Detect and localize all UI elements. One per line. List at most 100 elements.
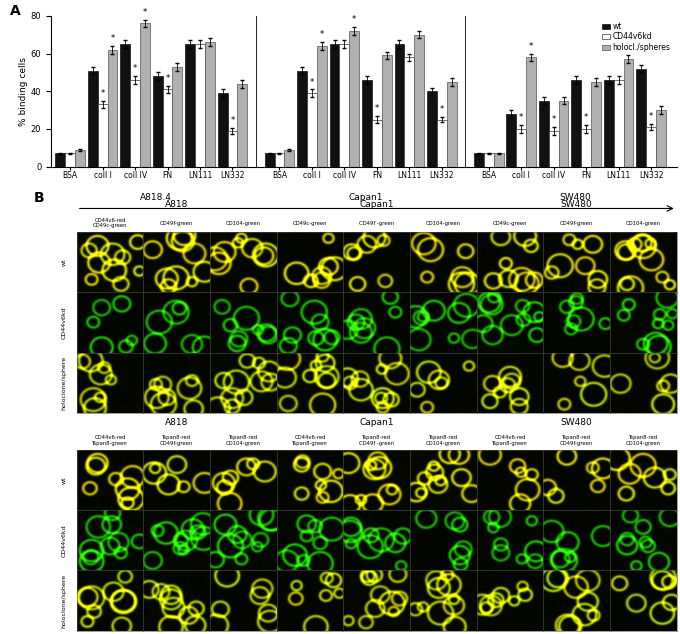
Bar bbox=[646, 127, 656, 167]
Text: *: * bbox=[352, 15, 356, 24]
Text: holoclone/sphere: holoclone/sphere bbox=[61, 574, 67, 628]
Bar bbox=[507, 114, 516, 167]
Text: *: * bbox=[584, 113, 588, 122]
Text: Tspan8-red
CD49f -green: Tspan8-red CD49f -green bbox=[359, 436, 394, 446]
Bar bbox=[558, 101, 568, 167]
Text: SW480: SW480 bbox=[561, 200, 592, 209]
Text: *: * bbox=[551, 115, 556, 124]
Bar bbox=[494, 153, 503, 167]
Bar bbox=[474, 153, 483, 167]
Bar bbox=[55, 153, 65, 167]
Text: CD49f-green: CD49f-green bbox=[160, 221, 193, 226]
Bar bbox=[381, 55, 392, 167]
Bar bbox=[656, 110, 666, 167]
Bar bbox=[307, 93, 317, 167]
Bar bbox=[339, 44, 350, 167]
Bar bbox=[330, 44, 339, 167]
Text: A: A bbox=[10, 4, 21, 18]
Bar bbox=[185, 44, 195, 167]
Text: Tspan8-red
CD49f-green: Tspan8-red CD49f-green bbox=[560, 436, 593, 446]
Bar bbox=[350, 31, 359, 167]
Bar bbox=[218, 93, 228, 167]
Text: wt: wt bbox=[61, 476, 67, 484]
Bar bbox=[516, 129, 526, 167]
Bar bbox=[581, 129, 591, 167]
Bar bbox=[140, 23, 150, 167]
Bar bbox=[205, 42, 215, 167]
Bar bbox=[372, 120, 381, 167]
Text: CD104-green: CD104-green bbox=[426, 221, 461, 226]
Text: CD44v6-red
Tspan8-green: CD44v6-red Tspan8-green bbox=[492, 436, 528, 446]
Bar bbox=[591, 82, 601, 167]
Bar bbox=[107, 50, 118, 167]
Text: CD49f-green: CD49f-green bbox=[560, 221, 593, 226]
Bar bbox=[437, 120, 447, 167]
Text: Capan1: Capan1 bbox=[360, 200, 394, 209]
Bar bbox=[427, 91, 437, 167]
Bar bbox=[65, 153, 75, 167]
Text: *: * bbox=[101, 89, 105, 98]
Text: *: * bbox=[529, 42, 533, 51]
Legend: wt, CD44v6kd, holocl./spheres: wt, CD44v6kd, holocl./spheres bbox=[600, 20, 673, 55]
Text: *: * bbox=[649, 112, 653, 122]
Text: *: * bbox=[626, 44, 630, 53]
Bar bbox=[228, 131, 237, 167]
Text: Tspan8-red
CD104-green: Tspan8-red CD104-green bbox=[626, 436, 661, 446]
Text: Capan1: Capan1 bbox=[348, 193, 383, 202]
Text: A818.4: A818.4 bbox=[140, 193, 172, 202]
Bar bbox=[130, 80, 140, 167]
Text: CD44v6-red
Tspan8-green: CD44v6-red Tspan8-green bbox=[92, 436, 128, 446]
Bar bbox=[624, 59, 633, 167]
Bar bbox=[394, 44, 405, 167]
Bar bbox=[284, 150, 294, 167]
Bar bbox=[237, 84, 248, 167]
Text: Tspan8-red
CD104-green: Tspan8-red CD104-green bbox=[426, 436, 461, 446]
Text: SW480: SW480 bbox=[559, 193, 591, 202]
Text: B: B bbox=[33, 191, 44, 205]
Bar bbox=[539, 101, 549, 167]
Bar bbox=[604, 80, 613, 167]
Text: Tspan8-red
CD104-green: Tspan8-red CD104-green bbox=[226, 436, 261, 446]
Bar bbox=[153, 76, 163, 167]
Text: Tspan8-red
CD49f-green: Tspan8-red CD49f-green bbox=[160, 436, 193, 446]
Bar bbox=[120, 44, 130, 167]
Bar bbox=[75, 150, 85, 167]
Bar bbox=[275, 153, 284, 167]
Text: CD49f -green: CD49f -green bbox=[359, 221, 394, 226]
Text: wt: wt bbox=[61, 258, 67, 266]
Bar bbox=[195, 44, 205, 167]
Bar bbox=[549, 131, 558, 167]
Bar bbox=[636, 68, 646, 167]
Text: CD104-green: CD104-green bbox=[226, 221, 261, 226]
Text: *: * bbox=[143, 8, 147, 16]
Bar bbox=[613, 80, 624, 167]
Text: CD49c-green: CD49c-green bbox=[293, 221, 327, 226]
Bar bbox=[265, 153, 275, 167]
Text: A818: A818 bbox=[165, 418, 188, 427]
Bar bbox=[317, 46, 326, 167]
Text: CD44v6kd: CD44v6kd bbox=[61, 524, 67, 557]
Text: CD44v6kd: CD44v6kd bbox=[61, 306, 67, 339]
Text: CD44v6-red
CD49c-green: CD44v6-red CD49c-green bbox=[93, 217, 127, 228]
Bar bbox=[173, 67, 182, 167]
Bar bbox=[362, 80, 372, 167]
Text: Capan1: Capan1 bbox=[360, 418, 394, 427]
Text: SW480: SW480 bbox=[561, 418, 592, 427]
Bar bbox=[297, 70, 307, 167]
Text: *: * bbox=[519, 113, 524, 122]
Bar bbox=[88, 70, 98, 167]
Bar bbox=[405, 57, 414, 167]
Text: CD44v6-red
Tspan8-green: CD44v6-red Tspan8-green bbox=[292, 436, 328, 446]
Text: CD49c-green: CD49c-green bbox=[493, 221, 527, 226]
Bar bbox=[571, 80, 581, 167]
Text: *: * bbox=[110, 34, 115, 43]
Bar bbox=[414, 35, 424, 167]
Text: *: * bbox=[320, 30, 324, 39]
Bar bbox=[163, 89, 173, 167]
Bar bbox=[447, 82, 456, 167]
Text: CD104-green: CD104-green bbox=[626, 221, 661, 226]
Bar bbox=[526, 57, 536, 167]
Text: *: * bbox=[310, 77, 314, 87]
Text: *: * bbox=[165, 74, 170, 83]
Text: *: * bbox=[440, 105, 444, 114]
